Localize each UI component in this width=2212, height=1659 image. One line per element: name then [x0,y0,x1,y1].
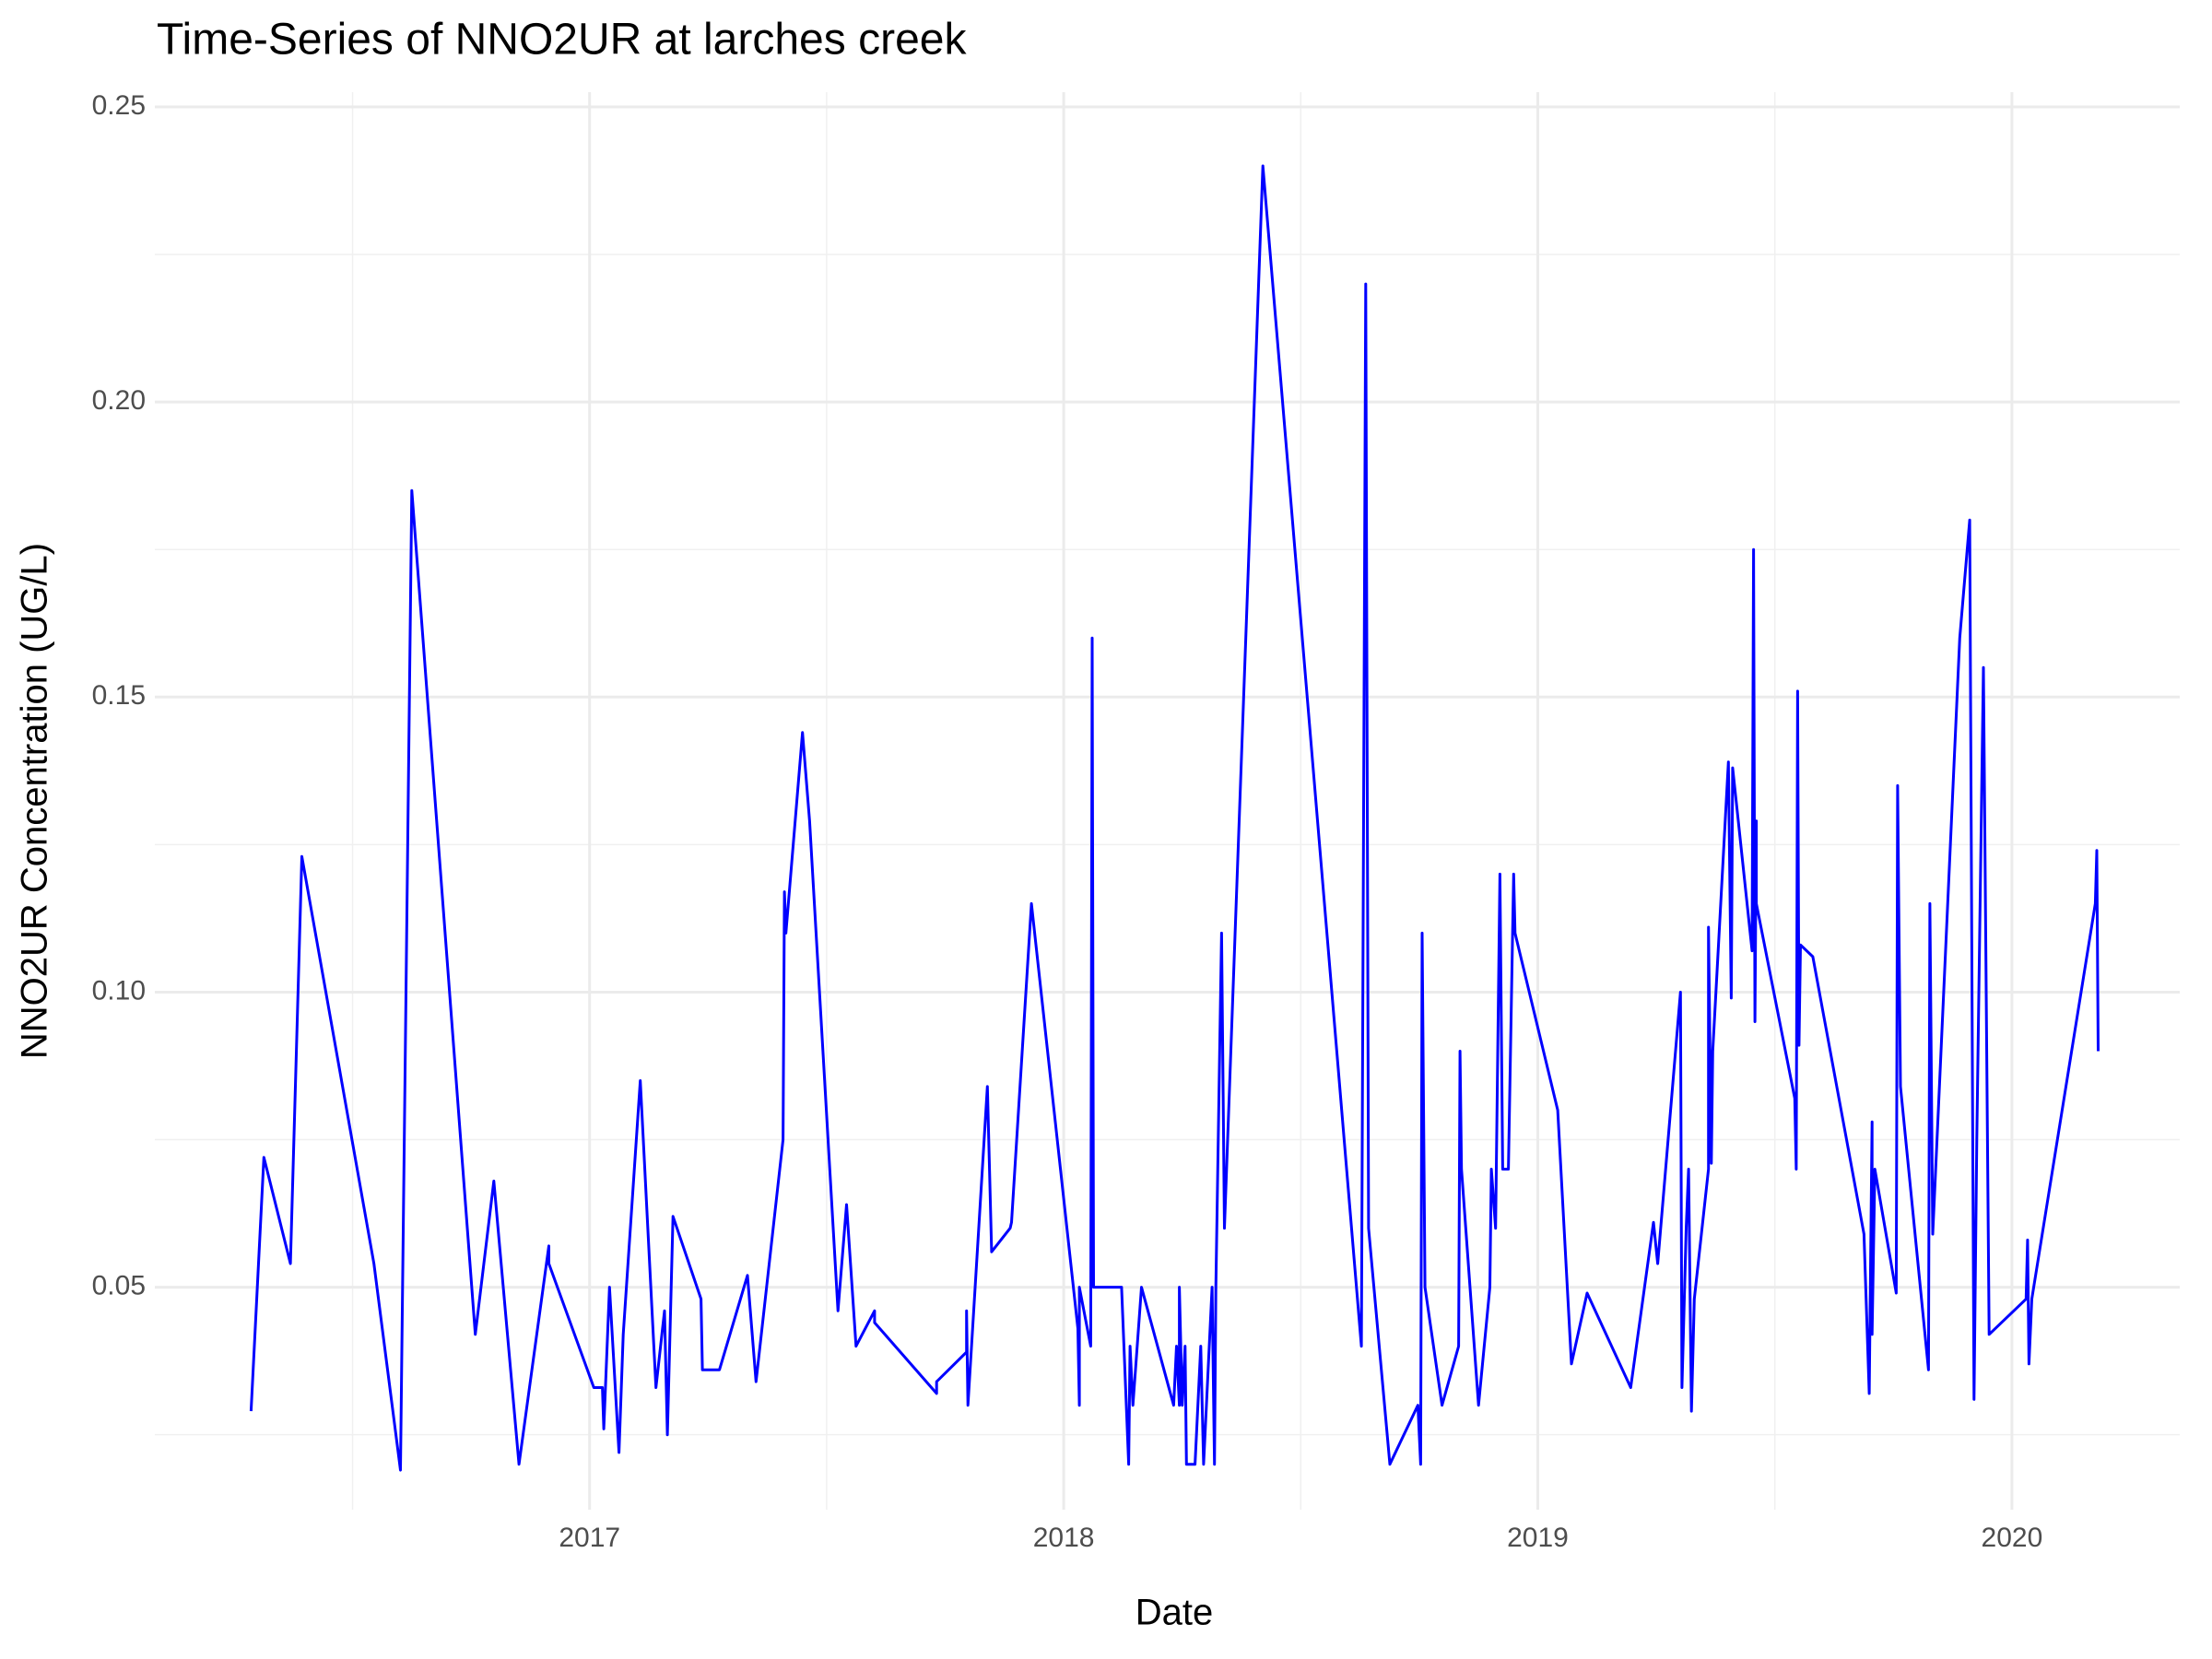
x-tick-label: 2019 [1507,1523,1569,1553]
grid [155,92,2180,1510]
x-tick-label: 2018 [1033,1523,1095,1553]
x-tick-label: 2020 [1982,1523,2043,1553]
data-line [249,164,2100,1472]
chart-title: Time-Series of NNO2UR at larches creek [157,16,967,65]
y-tick-label: 0.15 [92,680,146,711]
x-axis-label: Date [1135,1593,1214,1633]
y-tick-label: 0.05 [92,1271,146,1301]
y-tick-label: 0.20 [92,385,146,416]
y-tick-label: 0.25 [92,90,146,121]
y-axis-label: NNO2UR Concentration (UG/L) [15,543,55,1059]
y-tick-label: 0.10 [92,975,146,1006]
x-tick-label: 2017 [559,1523,620,1553]
